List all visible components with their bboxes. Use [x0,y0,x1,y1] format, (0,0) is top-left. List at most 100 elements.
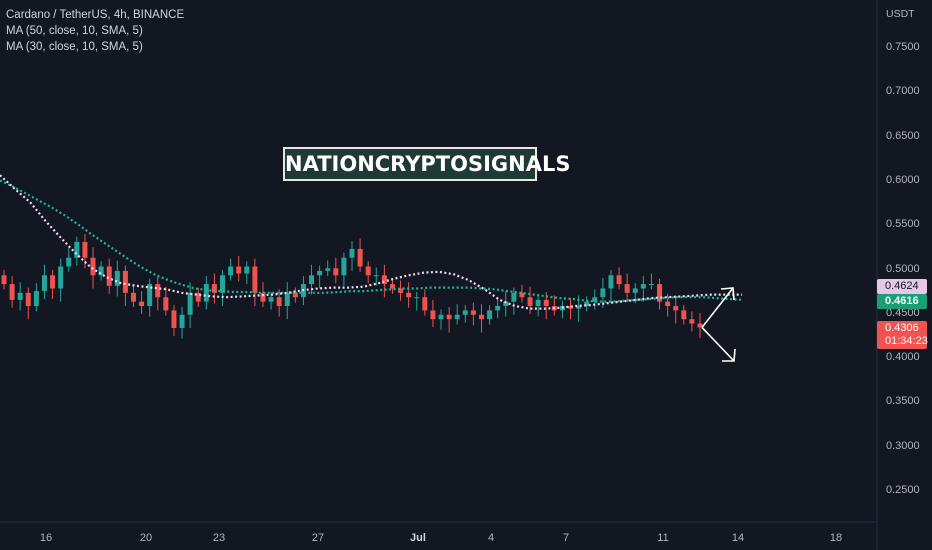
candle-body [106,266,112,286]
candle-body [309,275,315,285]
candle-body [163,297,169,311]
candle-body [41,275,47,292]
price-tick: 0.7000 [886,85,920,98]
time-tick: 7 [562,532,570,544]
ma30-line [0,174,742,310]
candle-body [568,306,574,309]
watermark-banner: NATIONCRYPTOSIGNALS [283,147,570,181]
candle-body [90,257,96,276]
candle-body [260,292,266,302]
candle-body [357,248,363,267]
candle-body [527,297,533,307]
candle-body [317,270,323,276]
candle-body [155,284,161,298]
candle-body [462,310,468,315]
candle-body [648,284,654,286]
candle-body [592,297,598,302]
candle-body [673,306,679,311]
symbol-label[interactable]: Cardano / TetherUS, 4h, BINANCE [6,9,185,21]
price-tick: 0.3000 [886,439,920,452]
candle-body [228,266,234,276]
price-tick: 0.5000 [886,262,920,275]
candle-body [584,301,590,307]
bar-countdown: 01:34:23 [885,335,928,347]
candle-body [74,241,80,258]
time-tick: 23 [212,532,226,544]
candle-body [325,268,331,271]
candle-body [9,284,15,300]
candle-body [681,310,687,320]
ma30-price-tag: 0.4624 [877,279,927,294]
candle-body [33,291,39,307]
price-tick: 0.3500 [886,395,920,408]
candle-body [114,270,120,286]
candle-body [147,284,153,307]
candle-body [244,266,250,274]
candle-body [220,275,226,293]
candle-body [203,284,209,302]
candle-body [292,292,298,298]
candle-body [268,297,274,302]
down-arrow-line [701,326,735,362]
time-tick: Jul [410,532,426,544]
candle-body [341,257,347,276]
candle-body [422,297,428,311]
candle-body [139,301,145,307]
candle-body [406,292,412,298]
candle-body [98,266,104,276]
currency-label: USDT [886,8,915,20]
candle-body [543,299,549,307]
candle-body [252,266,258,293]
time-tick: 11 [657,532,669,544]
candle-body [600,288,606,298]
candle-body [632,288,638,293]
candle-body [122,270,128,293]
candle-body [211,284,217,293]
candle-body [616,275,622,285]
candle-body [657,284,663,302]
ma30-legend[interactable]: MA (30, close, 10, SMA, 5) [6,41,143,53]
ma50-line [0,179,743,303]
time-tick: 16 [39,532,53,544]
candle-body [438,314,444,320]
candle-body [398,288,404,293]
price-tick: 0.6000 [886,173,920,186]
candle-body [689,319,695,324]
up-arrow-head [720,287,735,301]
candle-body [276,297,282,307]
candle-body [236,266,242,274]
price-tick: 0.2500 [886,484,920,496]
candle-body [519,292,525,298]
time-tick: 4 [487,532,495,544]
candle-body [1,275,7,285]
candle-body [697,323,703,328]
candle-body [535,299,541,307]
ma50-price-tag: 0.4616 [877,294,927,309]
time-tick: 14 [731,532,745,544]
candle-body [430,310,436,320]
candle-body [284,292,290,307]
ma50-legend[interactable]: MA (50, close, 10, SMA, 5) [6,25,143,37]
candle-body [187,292,193,315]
candle-body [503,301,509,307]
price-tick: 0.4000 [886,351,920,364]
candle-body [665,301,671,307]
candle-body [58,266,64,289]
chart-legend: Cardano / TetherUS, 4h, BINANCE MA (50, … [6,7,184,55]
candle-body [389,284,395,289]
candle-body [179,314,185,328]
candle-body [171,310,177,328]
candle-body [82,241,88,258]
candle-body [576,306,582,309]
candle-body [25,292,31,307]
candle-body [17,292,23,300]
candle-body [50,275,56,289]
last-price-tag: 0.4306 01:34:23 [877,321,928,349]
candle-body [373,275,379,277]
candle-body [195,292,201,302]
candle-body [446,314,452,320]
time-tick: 20 [139,532,153,544]
price-tick: 0.6500 [886,129,920,142]
candle-body [333,268,339,276]
